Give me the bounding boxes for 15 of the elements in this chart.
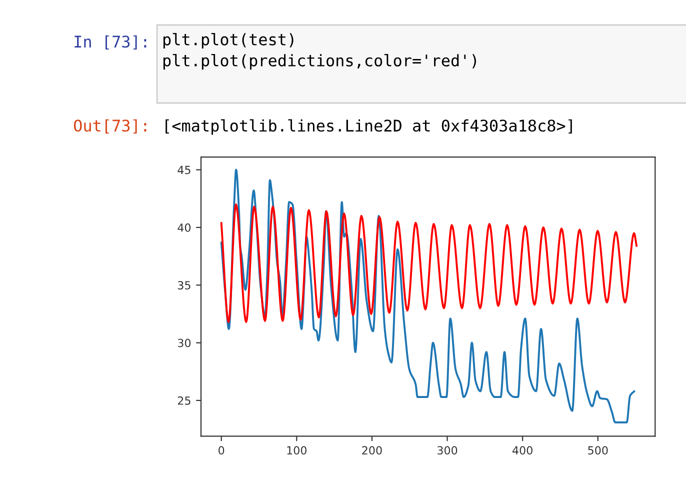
y-tick-label: 40	[178, 223, 191, 232]
y-tick-label: 45	[178, 166, 190, 174]
x-tick-label: 0	[218, 446, 224, 455]
y-tick-label: 35	[178, 281, 190, 290]
text: In [73]:	[74, 35, 146, 50]
y-tick-label: 30	[178, 338, 191, 348]
text: Out[73]:	[74, 119, 146, 134]
y-tick-label: 25	[178, 396, 190, 405]
x-tick-label: 400	[512, 446, 532, 455]
x-tick-label: 300	[438, 446, 458, 455]
text: [<matplotlib.lines.Line2D at 0xf4303a18c8>]	[166, 119, 572, 135]
text: plt.plot(test) plt.plot(predictions,color='red')	[163, 33, 476, 70]
x-tick-label: 500	[588, 446, 608, 455]
x-tick-label: 100	[287, 446, 307, 455]
x-tick-label: 200	[362, 446, 382, 455]
